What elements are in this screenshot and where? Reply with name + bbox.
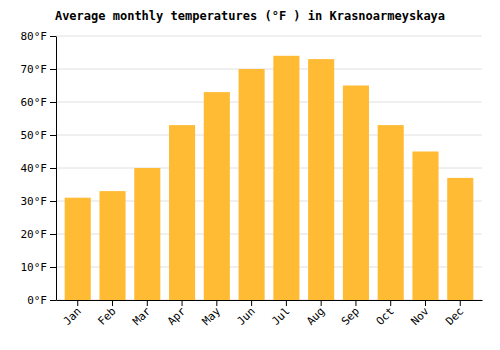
grid: [56, 36, 482, 300]
tick-label: 40°F: [21, 162, 48, 175]
grid-line: [56, 36, 482, 37]
tick-mark: [147, 300, 148, 306]
title: Average monthly temperatures (°F ) in Kr…: [55, 9, 445, 23]
tick-label: 30°F: [21, 195, 48, 208]
tick-label: Jul: [269, 305, 292, 328]
tick-label: Jun: [235, 305, 258, 328]
tick-label: Sep: [339, 305, 362, 328]
y-tick: 30°F: [21, 195, 57, 208]
grid-line: [56, 102, 482, 103]
tick-mark: [77, 300, 78, 306]
bar: [412, 152, 438, 301]
tick-mark: [425, 300, 426, 306]
tick-mark: [355, 300, 356, 306]
grid-line: [56, 69, 482, 70]
tick-mark: [50, 201, 56, 202]
y-tick: 10°F: [21, 261, 57, 274]
tick-label: 80°F: [21, 30, 48, 43]
bar: [169, 125, 195, 300]
y-tick: 40°F: [21, 162, 57, 175]
x-tick: Nov: [408, 300, 432, 328]
y-axis: 0°F 10°F 20°F 30°F 40°F 50°F 60°F 70°F 80°F: [21, 30, 57, 307]
grid-line: [56, 135, 482, 136]
x-tick: May: [200, 300, 224, 328]
tick-label: May: [200, 304, 224, 328]
x-tick: Jun: [235, 300, 258, 328]
tick-mark: [112, 300, 113, 306]
bar: [134, 168, 160, 300]
tick-label: Apr: [165, 304, 189, 328]
bar: [99, 191, 125, 300]
bar: [65, 198, 91, 300]
tick-label: 10°F: [21, 261, 48, 274]
tick-mark: [182, 300, 183, 306]
y-tick: 50°F: [21, 129, 57, 142]
tick-mark: [50, 234, 56, 235]
tick-label: Feb: [95, 305, 118, 328]
plot: Jan Feb Mar Apr May Jun Jul Aug Sep Oct Nov Dec 0°F 1…: [21, 30, 483, 328]
tick-mark: [50, 69, 56, 70]
x-tick: Sep: [339, 300, 362, 328]
tick-label: Aug: [304, 305, 327, 328]
tick-mark: [50, 135, 56, 136]
x-tick: Jan: [61, 300, 84, 328]
tick-label: Oct: [374, 305, 397, 328]
tick-label: 20°F: [21, 228, 48, 241]
tick-mark: [50, 102, 56, 103]
tick-label: Nov: [408, 304, 432, 328]
tick-mark: [50, 267, 56, 268]
y-tick: 60°F: [21, 96, 57, 109]
bar: [447, 178, 473, 300]
tick-mark: [50, 300, 56, 301]
bars: [65, 56, 474, 300]
tick-label: 60°F: [21, 96, 48, 109]
bar: [204, 92, 230, 300]
bar: [378, 125, 404, 300]
tick-label: 70°F: [21, 63, 48, 76]
tick-label: 50°F: [21, 129, 48, 142]
y-tick: 70°F: [21, 63, 57, 76]
bar: [343, 86, 369, 301]
x-tick: Dec: [443, 300, 466, 328]
x-tick: Jul: [269, 300, 292, 328]
tick-mark: [460, 300, 461, 306]
y-tick: 0°F: [27, 294, 56, 307]
tick-mark: [251, 300, 252, 306]
y-tick: 80°F: [21, 30, 57, 43]
tick-mark: [50, 168, 56, 169]
tick-mark: [50, 36, 56, 37]
tick-mark: [390, 300, 391, 306]
x-tick: Apr: [165, 300, 189, 328]
x-axis: Jan Feb Mar Apr May Jun Jul Aug Sep Oct Nov Dec: [57, 300, 483, 328]
tick-label: 0°F: [27, 294, 47, 307]
bar: [308, 59, 334, 300]
tick-label: Mar: [130, 304, 154, 328]
x-tick: Oct: [374, 300, 397, 328]
bar: [239, 69, 265, 300]
axis-line: [56, 37, 57, 301]
tick-mark: [216, 300, 217, 306]
tick-label: Jan: [61, 305, 84, 328]
tick-label: Dec: [443, 305, 466, 328]
x-tick: Feb: [95, 300, 118, 328]
axis-line: [57, 300, 483, 301]
bar: [273, 56, 299, 300]
x-tick: Mar: [130, 300, 154, 328]
y-tick: 20°F: [21, 228, 57, 241]
tick-mark: [286, 300, 287, 306]
chart: Average monthly temperatures (°F ) in Kr…: [0, 0, 500, 350]
x-tick: Aug: [304, 300, 327, 328]
tick-mark: [321, 300, 322, 306]
